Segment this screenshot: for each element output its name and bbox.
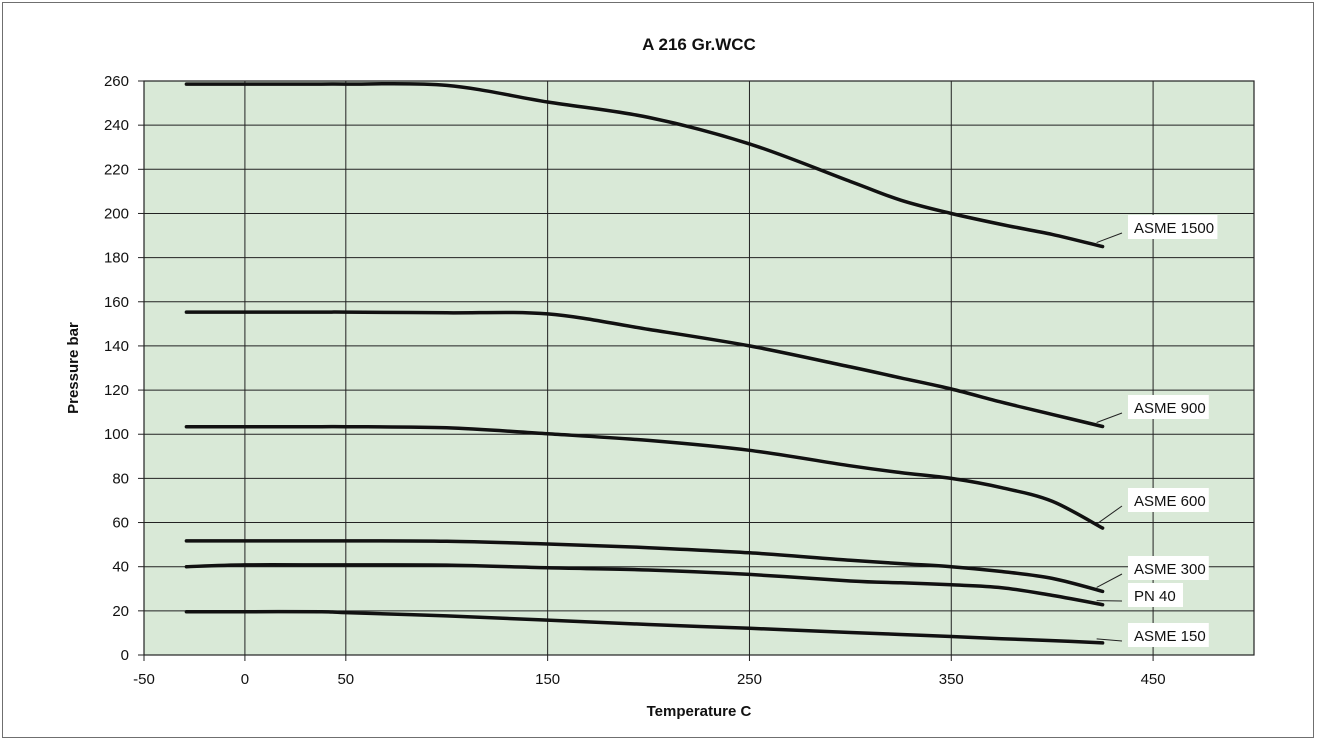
series-label-asme-600: ASME 600 (1134, 493, 1206, 510)
series-label-bg (1128, 583, 1183, 607)
y-tick-label: 40 (112, 559, 129, 576)
y-tick-label: 120 (104, 382, 129, 399)
series-label-asme-150: ASME 150 (1134, 628, 1206, 645)
y-tick-label: 100 (104, 426, 129, 443)
series-line-asme-1500 (184, 81, 1105, 249)
x-tick-label: 150 (535, 671, 560, 688)
series-line-asme-150 (184, 609, 1105, 645)
y-tick-label: 200 (104, 205, 129, 222)
vertical-gridlines (244, 81, 1154, 655)
series-label-asme-1500: ASME 1500 (1134, 220, 1214, 237)
y-axis-title: Pressure bar (65, 322, 82, 414)
plot-area (144, 81, 1254, 655)
y-tick-label: 60 (112, 515, 129, 532)
series-label-backgrounds (1128, 215, 1218, 647)
y-tick-label: 80 (112, 470, 129, 487)
y-tick-label: 260 (104, 73, 129, 90)
y-axis-ticks: 0 20 40 60 80 100 120 140 160 180 200 220 240 260 (104, 73, 144, 664)
series-label-pn-40: PN 40 (1134, 588, 1176, 605)
y-tick-label: 160 (104, 294, 129, 311)
x-tick-label: 450 (1141, 671, 1166, 688)
series-label-leader (1096, 638, 1123, 642)
x-axis-title: Temperature C (647, 703, 752, 720)
series-label-bg (1128, 395, 1209, 419)
series-label-leader (1096, 412, 1123, 423)
y-tick-label: 220 (104, 161, 129, 178)
series-line-asme-300 (184, 539, 1105, 594)
series-line-asme-900 (184, 310, 1105, 429)
y-tick-label: 140 (104, 338, 129, 355)
y-tick-label: 20 (112, 603, 129, 620)
y-tick-label: 240 (104, 117, 129, 134)
series-label-leader (1096, 573, 1123, 588)
series-label-asme-900: ASME 900 (1134, 400, 1206, 417)
series-line-pn-40 (184, 563, 1105, 607)
x-tick-label: -50 (133, 671, 155, 688)
y-tick-label: 180 (104, 250, 129, 267)
series-label-leader (1096, 505, 1123, 525)
series-lines (184, 81, 1105, 645)
series-label-bg (1128, 488, 1209, 512)
x-tick-label: 0 (241, 671, 249, 688)
series-label-asme-300: ASME 300 (1134, 561, 1206, 578)
series-label-bg (1128, 215, 1218, 239)
x-tick-label: 50 (337, 671, 354, 688)
series-label-leaders (1096, 232, 1123, 642)
plot-border (143, 80, 1255, 656)
x-tick-label: 350 (939, 671, 964, 688)
x-axis-ticks: -50 0 50 150 250 350 450 (133, 655, 1166, 688)
horizontal-gridlines (144, 80, 1254, 612)
x-tick-label: 250 (737, 671, 762, 688)
y-tick-label: 0 (121, 647, 129, 664)
series-line-asme-600 (184, 424, 1105, 530)
series-label-leader (1096, 232, 1123, 244)
chart-title: A 216 Gr.WCC (642, 35, 756, 54)
series-labels: ASME 1500 ASME 900 ASME 600 ASME 300 PN 40 AS… (1134, 220, 1214, 645)
series-label-bg (1128, 556, 1209, 580)
series-label-bg (1128, 623, 1209, 647)
